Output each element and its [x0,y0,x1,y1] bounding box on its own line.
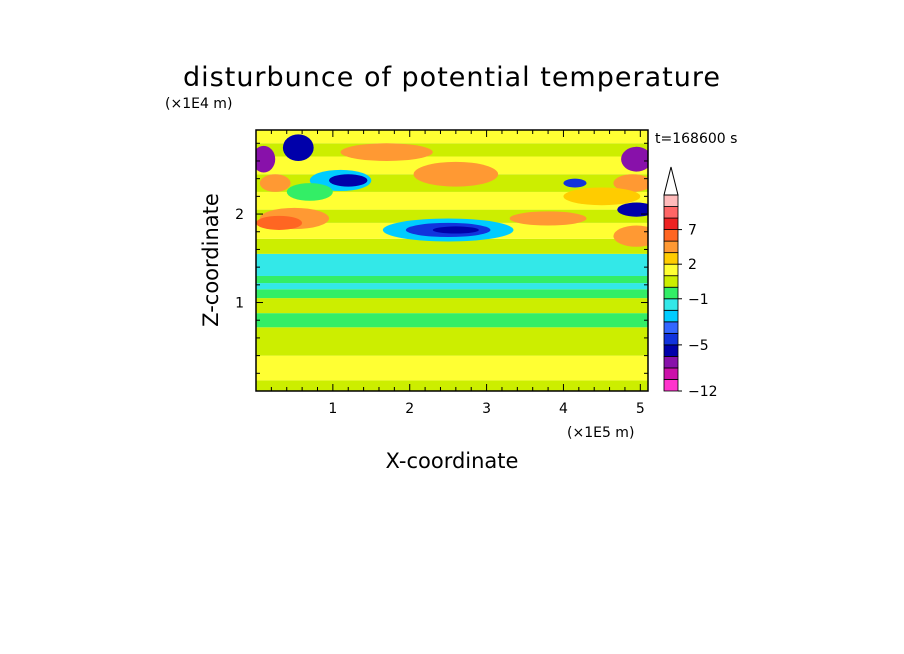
colorbar-label: 7 [688,223,697,239]
colorbar-label: −12 [688,384,718,400]
contour-feature [432,226,479,234]
contour-band [256,283,648,290]
colorbar-segment [663,344,679,357]
colorbar-segment [663,286,679,300]
colorbar-label: −1 [688,292,709,308]
colorbar-segment [663,309,679,323]
colorbar-segment [663,298,679,311]
contour-band [256,298,648,314]
contour-feature [621,146,648,172]
colorbar-extend-arrow [663,166,679,196]
colorbar-segment [663,321,679,334]
colorbar-segment [663,275,679,288]
y-unit-label: (×1E4 m) [165,96,232,112]
x-tick-label: 2 [405,401,414,417]
contour-band [256,380,648,391]
colorbar-segment [663,379,679,392]
contour-feature [613,174,648,192]
contour-band [256,327,648,356]
colorbar-segment [663,194,679,207]
x-tick-label: 3 [482,401,491,417]
contour-feature [259,174,291,192]
plot-frame [255,129,649,392]
x-tick-label: 4 [559,401,568,417]
colorbar-segment [663,252,679,265]
contour-feature [282,134,314,161]
contour-feature [256,215,303,230]
contour-feature [340,143,433,161]
colorbar-segment [663,206,679,219]
contour-feature [286,183,333,201]
x-tick-label: 5 [636,401,645,417]
x-axis: 1 2 3 4 5 [270,130,645,417]
contour-band [256,355,648,381]
contour-plot-area [256,130,648,391]
contour-band [256,238,648,254]
contour-band [256,130,648,144]
x-axis-label: X-coordinate [386,449,519,473]
y-tick-label: 1 [235,296,244,312]
contour-feature [329,174,368,187]
colorbar-segment [663,229,679,242]
contour-band [256,313,648,328]
time-label: t=168600 s [655,131,737,147]
contour-feature [613,225,648,247]
contour-feature [617,202,648,217]
x-unit-label: (×1E5 m) [567,425,634,441]
chart-title: disturbunce of potential temperature [183,62,721,93]
contour-band [256,191,648,210]
contour-band [256,289,648,299]
colorbar-label: −5 [688,338,709,354]
colorbar-segment [663,263,679,277]
colorbar-segment [663,240,679,254]
colorbar-segment [663,367,679,380]
colorbar-segment [663,217,679,230]
y-tick-label: 2 [235,207,244,223]
colorbar-segment [663,332,679,346]
colorbar-label: 2 [688,257,697,273]
colorbar: 7 2 −1 −5 −12 [663,166,718,400]
contour-feature [413,161,499,187]
y-axis-label: Z-coordinate [199,193,223,327]
colorbar-segment [663,356,679,369]
contour-feature [509,211,587,226]
contour-band [256,253,648,276]
x-tick-label: 1 [328,401,337,417]
y-axis: 12 [235,142,648,374]
contour-band [256,143,648,157]
contour-feature [563,187,641,206]
contour-feature [563,178,587,188]
contour-feature [256,145,276,173]
contour-band [256,275,648,284]
